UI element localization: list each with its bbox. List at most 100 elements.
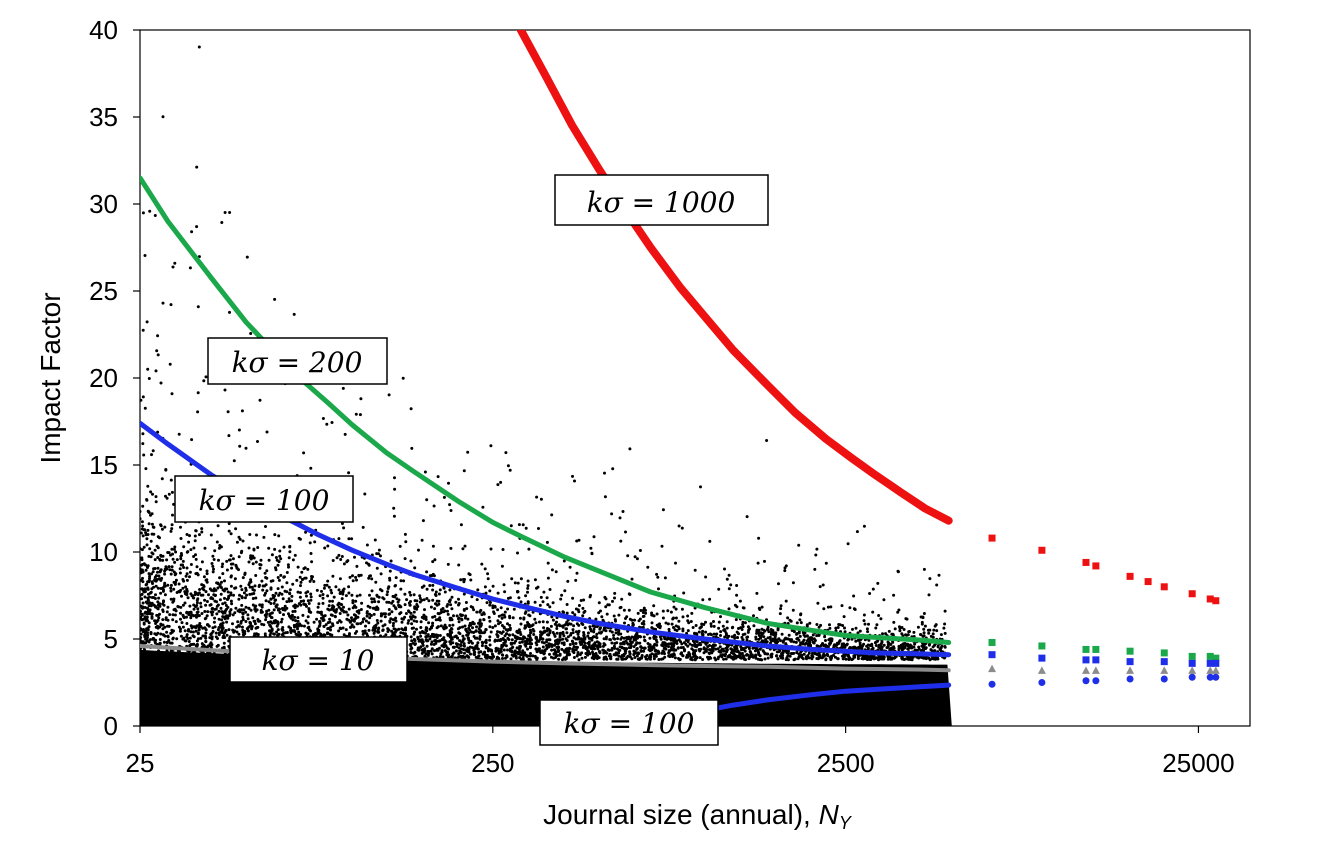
journal-point <box>576 608 580 612</box>
journal-point <box>256 546 260 549</box>
journal-point <box>680 642 684 646</box>
journal-point <box>201 652 204 655</box>
journal-point <box>401 376 405 380</box>
journal-point <box>592 643 596 647</box>
journal-point <box>182 545 186 549</box>
journal-point <box>669 637 673 641</box>
journal-point <box>573 479 576 483</box>
journal-point <box>479 623 483 627</box>
journal-point <box>468 573 472 577</box>
journal-point <box>259 610 263 614</box>
journal-point <box>188 604 192 608</box>
journal-point <box>388 569 392 573</box>
journal-point <box>719 615 722 619</box>
journal-point <box>898 626 902 630</box>
journal-point <box>451 623 455 627</box>
journal-point <box>681 654 685 658</box>
journal-point <box>225 620 229 624</box>
journal-point <box>483 585 487 589</box>
journal-point <box>241 615 245 619</box>
journal-point <box>853 653 857 657</box>
journal-point <box>454 600 458 604</box>
journal-point <box>515 646 519 650</box>
journal-point <box>150 580 154 584</box>
journal-point <box>302 602 306 606</box>
journal-point <box>886 645 890 649</box>
journal-point <box>323 614 327 618</box>
journal-point <box>438 618 442 622</box>
journal-point <box>228 610 232 614</box>
journal-point <box>281 628 285 632</box>
journal-point <box>502 638 505 641</box>
journal-point <box>146 601 149 605</box>
journal-point <box>386 590 390 594</box>
journal-point <box>346 613 350 617</box>
journal-point <box>661 609 665 613</box>
journal-point <box>871 587 875 591</box>
journal-point <box>528 638 532 642</box>
journal-point <box>421 519 425 523</box>
journal-point <box>140 571 143 575</box>
journal-point <box>457 631 461 635</box>
journal-point <box>908 658 912 661</box>
journal-point <box>681 627 685 631</box>
journal-point <box>571 474 574 478</box>
journal-point <box>448 635 452 639</box>
journal-point <box>258 398 262 402</box>
journal-point <box>714 647 718 651</box>
journal-point <box>636 657 640 661</box>
journal-point <box>661 641 665 645</box>
journal-point <box>468 645 472 649</box>
journal-point <box>881 632 884 636</box>
journal-point <box>412 619 416 623</box>
journal-point <box>260 605 264 609</box>
journal-point <box>523 626 527 630</box>
journal-point <box>151 492 154 496</box>
journal-point <box>169 597 173 601</box>
journal-point <box>161 558 165 562</box>
journal-point <box>234 563 238 567</box>
journal-point <box>252 556 256 560</box>
journal-point <box>784 599 788 603</box>
journal-point <box>180 594 183 598</box>
journal-point <box>741 655 745 659</box>
journal-point <box>331 622 334 626</box>
journal-point <box>723 628 726 631</box>
journal-point <box>232 593 235 597</box>
journal-point <box>748 650 752 653</box>
journal-point <box>149 555 153 559</box>
journal-point <box>375 566 379 570</box>
journal-point <box>470 641 474 645</box>
journal-point <box>852 607 856 611</box>
journal-point <box>715 632 719 636</box>
journal-point <box>457 646 461 650</box>
journal-point <box>591 652 595 656</box>
journal-point <box>923 624 927 628</box>
journal-point <box>423 647 427 651</box>
journal-point <box>680 526 684 530</box>
journal-point <box>462 637 466 641</box>
journal-point <box>153 567 157 570</box>
journal-point <box>450 618 454 622</box>
journal-point <box>615 657 619 661</box>
journal-point <box>924 646 928 650</box>
journal-point <box>373 624 377 628</box>
journal-point <box>583 609 587 613</box>
journal-point <box>189 611 193 615</box>
journal-point <box>670 646 673 650</box>
journal-point <box>156 618 160 622</box>
journal-point <box>241 576 245 580</box>
journal-point <box>179 525 182 529</box>
journal-point <box>756 657 760 661</box>
journal-point <box>616 647 619 651</box>
journal-point <box>823 635 827 639</box>
journal-point <box>227 434 231 438</box>
journal-point <box>899 643 903 647</box>
journal-point <box>618 606 622 610</box>
journal-point <box>226 590 230 594</box>
journal-point <box>797 543 801 547</box>
journal-point <box>194 529 198 533</box>
journal-point <box>161 627 165 631</box>
journal-point <box>437 599 441 603</box>
journal-point <box>417 639 421 643</box>
